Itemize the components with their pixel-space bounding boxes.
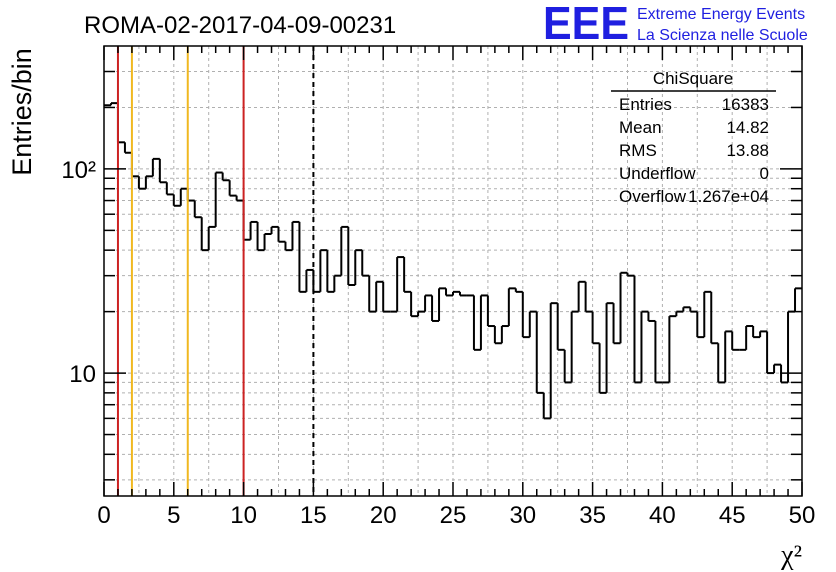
- x-tick-label: 20: [370, 502, 397, 529]
- stats-label: Overflow: [619, 187, 687, 206]
- y-axis-label: Entries/bin: [7, 48, 37, 176]
- stats-value: 14.82: [726, 118, 769, 137]
- stats-label: Mean: [619, 118, 662, 137]
- grid: [104, 46, 802, 496]
- logo-line1: Extreme Energy Events: [637, 6, 805, 23]
- plot-frame: [103, 45, 803, 497]
- reference-lines: [116, 46, 315, 496]
- stats-title: ChiSquare: [653, 69, 733, 88]
- x-tick-label: 25: [440, 502, 467, 529]
- logo-line2: La Scienza nelle Scuole: [637, 27, 808, 44]
- y-tick-label: 10: [69, 361, 96, 388]
- histogram-bars: [104, 102, 802, 420]
- stats-label: Entries: [619, 95, 672, 114]
- x-tick-label: 35: [579, 502, 606, 529]
- y-tick-label: 10²: [61, 157, 96, 184]
- x-tick-label: 50: [789, 502, 816, 529]
- stats-value: 13.88: [726, 141, 769, 160]
- axis-ticks: [103, 46, 803, 496]
- stats-value: 1.267e+04: [688, 187, 769, 206]
- eee-logo: EEE Extreme Energy Events La Scienza nel…: [543, 0, 808, 49]
- stats-value: 16383: [722, 95, 769, 114]
- stats-value: 0: [760, 164, 769, 183]
- logo-letters: EEE: [543, 0, 629, 49]
- x-axis-label: χ²: [780, 540, 802, 571]
- x-tick-label: 0: [97, 502, 110, 529]
- x-tick-label: 30: [509, 502, 536, 529]
- x-tick-label: 10: [230, 502, 257, 529]
- x-tick-label: 40: [649, 502, 676, 529]
- x-tick-label: 5: [167, 502, 180, 529]
- stats-label: RMS: [619, 141, 657, 160]
- x-tick-label: 15: [300, 502, 327, 529]
- y-tick-labels: 10 10²: [61, 157, 96, 388]
- stats-box: ChiSquare Entries 16383 Mean 14.82 RMS 13.88 U…: [611, 69, 776, 206]
- x-tick-labels: 0 5 10 15 20 25 30 35 40 45 50: [97, 502, 815, 529]
- stats-rows: Entries 16383 Mean 14.82 RMS 13.88 Underflow 0 O…: [619, 95, 769, 206]
- run-title: ROMA-02-2017-04-09-00231: [84, 12, 396, 39]
- stats-label: Underflow: [619, 164, 696, 183]
- x-tick-label: 45: [719, 502, 746, 529]
